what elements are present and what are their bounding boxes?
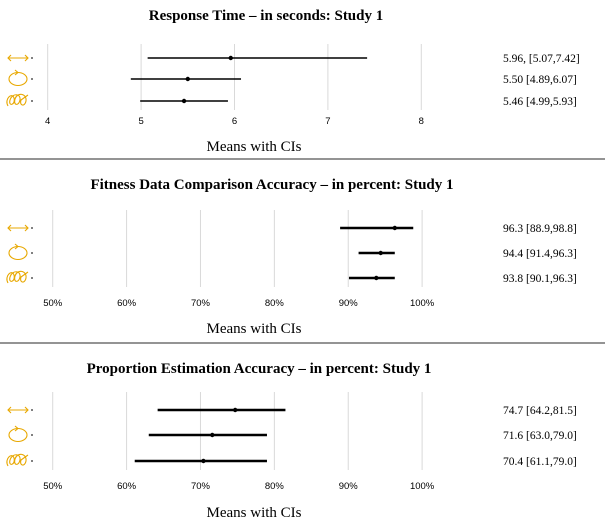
panel-1-gridlines bbox=[47, 44, 422, 110]
ci-value-label: 71.6 [63.0,79.0] bbox=[503, 430, 577, 442]
mean-point bbox=[378, 250, 383, 256]
ci-value-label: 93.8 [90.1,96.3] bbox=[503, 273, 577, 285]
panel-1: Response Time – in seconds: Study 1 4 5 6 7… bbox=[6, 8, 580, 155]
panel-3-title: Proportion Estimation Accuracy – in perc… bbox=[87, 361, 432, 377]
x-tick-label: 70% bbox=[191, 298, 211, 309]
x-tick-label: 60% bbox=[117, 481, 137, 492]
x-tick-label: 4 bbox=[45, 116, 50, 127]
x-tick-label: 50% bbox=[43, 298, 63, 309]
mean-point bbox=[392, 225, 397, 231]
mean-point bbox=[228, 55, 233, 61]
x-tick-label: 80% bbox=[265, 481, 285, 492]
panel-2-marks bbox=[340, 225, 414, 281]
x-tick-label: 50% bbox=[43, 481, 63, 492]
x-tick-label: 70% bbox=[191, 481, 211, 492]
line-arrow-icon bbox=[7, 406, 33, 414]
mean-point bbox=[185, 76, 190, 82]
circle-arrow-icon bbox=[8, 243, 33, 261]
panel-2-xlabel: Means with CIs bbox=[207, 321, 302, 337]
panel-1-ci-labels: 5.96, [5.07,7.42] 5.50 [4.89,6.07] 5.46 [4… bbox=[503, 53, 580, 108]
ci-value-label: 74.7 [64.2,81.5] bbox=[503, 405, 577, 417]
panel-3-xlabel: Means with CIs bbox=[207, 505, 302, 521]
panel-1-xlabel: Means with CIs bbox=[207, 139, 302, 155]
x-tick-label: 90% bbox=[339, 298, 359, 309]
panel-3-gridlines bbox=[52, 392, 423, 470]
mean-point bbox=[210, 432, 215, 438]
mean-point bbox=[201, 458, 206, 464]
panel-3-marks bbox=[134, 407, 286, 464]
panel-3-condition-icons bbox=[6, 406, 33, 467]
x-tick-label: 7 bbox=[325, 116, 330, 127]
ci-value-label: 70.4 [61.1,79.0] bbox=[503, 456, 577, 468]
mean-point bbox=[233, 407, 238, 413]
panel-2-ticks: 50% 60% 70% 80% 90% 100% bbox=[43, 298, 435, 309]
panel-2-ci-labels: 96.3 [88.9,98.8] 94.4 [91.4,96.3] 93.8 [90… bbox=[503, 223, 577, 285]
panel-2-title: Fitness Data Comparison Accuracy – in pe… bbox=[90, 177, 453, 193]
panel-2: Fitness Data Comparison Accuracy – in pe… bbox=[6, 177, 577, 337]
mean-point bbox=[181, 98, 187, 104]
line-arrow-icon bbox=[7, 224, 33, 232]
x-tick-label: 6 bbox=[232, 116, 237, 127]
spiral-icon bbox=[6, 93, 33, 107]
circle-arrow-icon bbox=[8, 69, 33, 87]
ci-value-label: 5.96, [5.07,7.42] bbox=[503, 53, 580, 65]
panel-3-ci-labels: 74.7 [64.2,81.5] 71.6 [63.0,79.0] 70.4 [61… bbox=[503, 405, 577, 468]
panel-1-condition-icons bbox=[6, 54, 33, 107]
panel-1-ticks: 4 5 6 7 8 bbox=[45, 116, 424, 127]
ci-value-label: 5.46 [4.99,5.93] bbox=[503, 96, 577, 108]
panel-2-condition-icons bbox=[6, 224, 33, 284]
panel-3-ticks: 50% 60% 70% 80% 90% 100% bbox=[43, 481, 435, 492]
spiral-icon bbox=[6, 270, 33, 284]
spiral-icon bbox=[6, 453, 33, 467]
ci-value-label: 94.4 [91.4,96.3] bbox=[503, 248, 577, 260]
x-tick-label: 80% bbox=[265, 298, 285, 309]
ci-value-label: 5.50 [4.89,6.07] bbox=[503, 74, 577, 86]
line-arrow-icon bbox=[7, 54, 33, 62]
panel-1-title: Response Time – in seconds: Study 1 bbox=[149, 8, 384, 24]
panel-1-marks bbox=[130, 55, 368, 104]
x-tick-label: 60% bbox=[117, 298, 137, 309]
x-tick-label: 5 bbox=[138, 116, 143, 127]
circle-arrow-icon bbox=[8, 425, 33, 443]
mean-point bbox=[374, 275, 379, 281]
ci-value-label: 96.3 [88.9,98.8] bbox=[503, 223, 577, 235]
x-tick-label: 100% bbox=[410, 298, 435, 309]
panel-3: Proportion Estimation Accuracy – in perc… bbox=[6, 361, 577, 521]
x-tick-label: 8 bbox=[419, 116, 424, 127]
panel-2-gridlines bbox=[52, 210, 423, 287]
x-tick-label: 100% bbox=[410, 481, 435, 492]
x-tick-label: 90% bbox=[339, 481, 359, 492]
